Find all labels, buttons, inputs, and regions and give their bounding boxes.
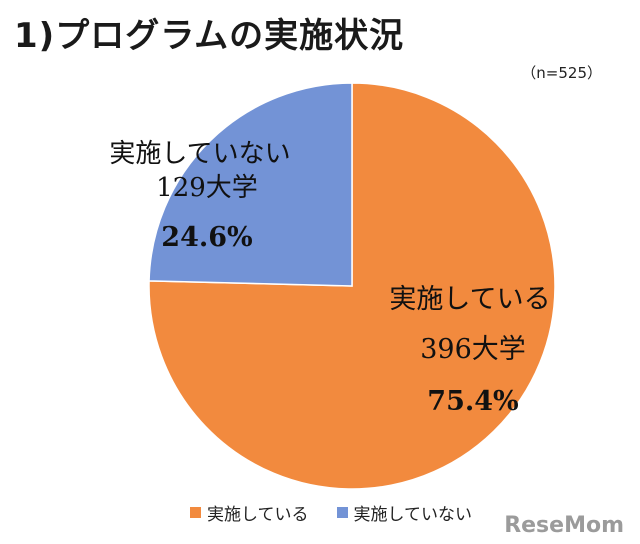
resemom-logo: ReseMom [504, 513, 624, 538]
legend-label-implemented: 実施している [207, 505, 309, 525]
legend-item-not-implemented: 実施していない [336, 500, 473, 525]
sample-size-note: （n=525） [521, 64, 602, 82]
legend-item-implemented: 実施している [190, 500, 309, 525]
slice-label-implemented: 実施している [389, 284, 550, 315]
legend-label-not-implemented: 実施していない [353, 505, 473, 525]
chart-legend: 実施している 実施していない [190, 500, 472, 525]
legend-swatch-implemented [190, 507, 201, 518]
slice-percent-implemented: 75.4% [427, 386, 518, 417]
slice-count-implemented: 396大学 [420, 334, 526, 365]
chart-title: 1)プログラムの実施状況 [14, 16, 405, 56]
legend-swatch-not-implemented [336, 507, 348, 518]
slice-percent-not-implemented: 24.6% [161, 222, 252, 253]
slice-count-not-implemented: 129大学 [156, 173, 258, 203]
slice-not-implemented [148, 82, 353, 287]
slice-label-not-implemented: 実施していない [109, 139, 290, 169]
